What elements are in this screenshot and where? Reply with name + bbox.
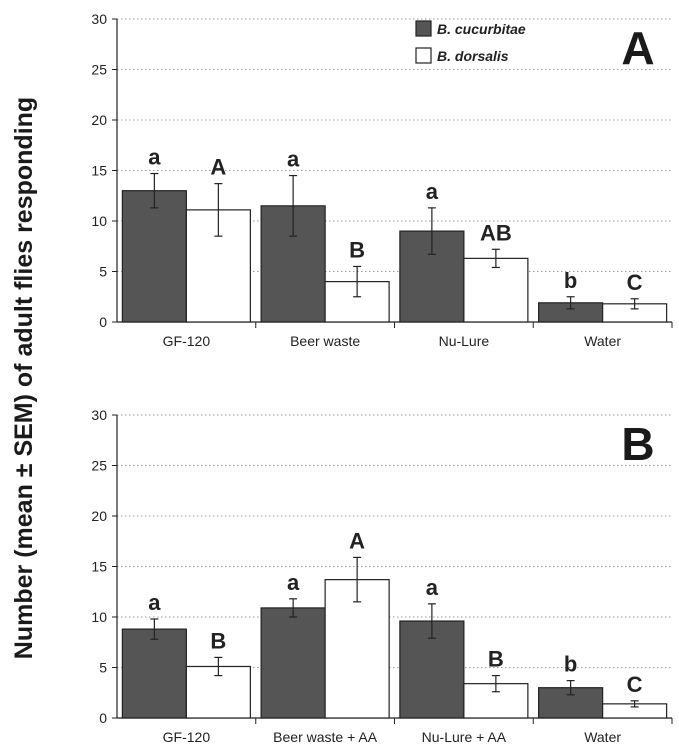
bar: [260, 607, 326, 719]
y-tick-label: 30: [91, 11, 107, 27]
significance-letter: B: [210, 628, 226, 653]
significance-letter: a: [287, 147, 300, 172]
legend-label: B. cucurbitae: [437, 21, 526, 37]
y-tick-label: 0: [99, 314, 107, 330]
significance-letter: B: [488, 647, 504, 672]
y-tick-label: 5: [99, 264, 107, 280]
significance-letter: b: [564, 268, 577, 293]
y-tick-label: 15: [91, 163, 107, 179]
x-tick-label: GF-120: [163, 729, 211, 745]
significance-letter: a: [426, 575, 439, 600]
significance-letter: C: [627, 672, 643, 697]
legend-label: B. dorsalis: [437, 48, 509, 64]
significance-letter: B: [349, 237, 365, 262]
bar: [121, 628, 187, 719]
x-tick-label: Beer waste: [290, 333, 360, 349]
significance-letter: A: [210, 155, 226, 180]
significance-letter: a: [148, 145, 161, 170]
x-tick-label: GF-120: [163, 333, 211, 349]
y-tick-label: 10: [91, 609, 107, 625]
bar: [463, 257, 529, 323]
x-tick-label: Water: [584, 729, 621, 745]
significance-letter: a: [426, 179, 439, 204]
y-tick-label: 20: [91, 112, 107, 128]
y-tick-label: 10: [91, 213, 107, 229]
x-tick-label: Water: [584, 333, 621, 349]
significance-letter: a: [287, 570, 300, 595]
panel-a: 0 5 10 15 20 25 30 GF-120 Beer waste Nu-Lure Water…: [91, 11, 673, 349]
significance-letter: C: [627, 270, 643, 295]
bar: [121, 190, 187, 323]
y-tick-label: 15: [91, 559, 107, 575]
y-axis-label: Number (mean ± SEM) of adult flies respo…: [10, 97, 38, 659]
bar: [324, 579, 390, 719]
x-tick-label: Nu-Lure + AA: [422, 729, 507, 745]
y-tick-label: 0: [99, 710, 107, 726]
panel-b: 0 5 10 15 20 25 30 GF-120 Beer waste + AA Nu-Lure…: [91, 407, 673, 745]
y-tick-label: 5: [99, 660, 107, 676]
x-tick-label: Beer waste + AA: [273, 729, 378, 745]
legend-swatch: [415, 47, 432, 64]
y-tick-label: 30: [91, 407, 107, 423]
y-tick-label: 20: [91, 508, 107, 524]
significance-letter: A: [349, 528, 365, 553]
significance-letter: a: [148, 590, 161, 615]
significance-letter: AB: [480, 220, 512, 245]
y-tick-label: 25: [91, 62, 107, 78]
x-tick-label: Nu-Lure: [439, 333, 490, 349]
legend: B. cucurbitae B. dorsalis: [415, 20, 526, 64]
significance-letter: b: [564, 652, 577, 677]
panel-label: A: [621, 22, 654, 74]
y-tick-label: 25: [91, 458, 107, 474]
legend-swatch: [415, 20, 432, 37]
panel-label: B: [621, 418, 654, 470]
